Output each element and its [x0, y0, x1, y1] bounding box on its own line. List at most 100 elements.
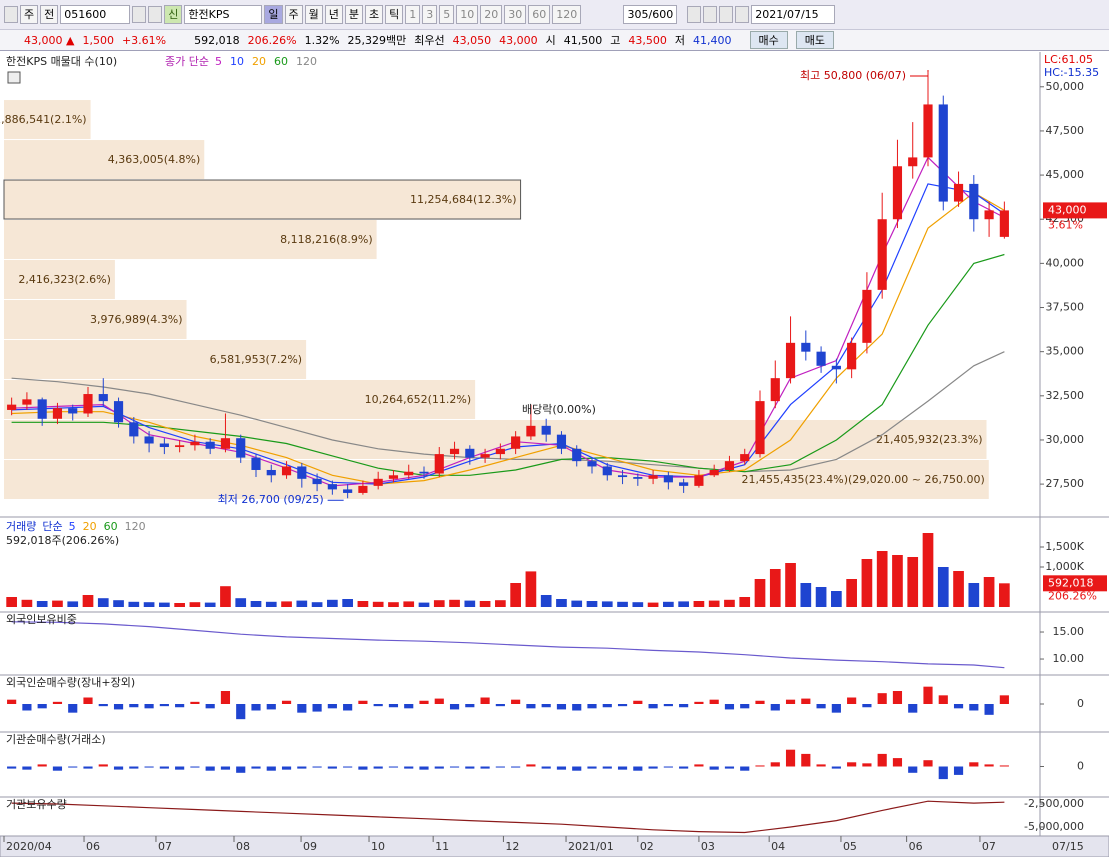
code-field[interactable]: 051600: [60, 5, 131, 24]
minute-button[interactable]: 5: [439, 5, 455, 24]
minute-button[interactable]: 10: [456, 5, 479, 24]
turnover: 1.32%: [304, 33, 340, 47]
settings-icon[interactable]: [735, 6, 750, 23]
panel-title: 외국인보유비중: [6, 613, 77, 626]
y-tick-label: 47,500: [1046, 124, 1085, 137]
net-bar: [862, 763, 872, 767]
interval-button[interactable]: 월: [304, 5, 323, 24]
net-bar: [266, 704, 276, 710]
candle-body: [404, 471, 414, 476]
legend-title: 단순: [42, 520, 62, 533]
x-tick-label: 02: [640, 840, 654, 853]
volume-bar: [632, 602, 644, 607]
candle-body: [541, 425, 551, 435]
candle-body: [587, 461, 597, 467]
period-button[interactable]: 주: [20, 5, 39, 24]
panel-title: 기관순매수량(거래소): [6, 733, 106, 746]
volume-bar: [204, 602, 216, 607]
panel-title: 기관보유수량: [6, 798, 67, 811]
x-tick-label: 2021/01: [568, 840, 614, 853]
legend-entry: 20: [252, 55, 266, 68]
net-bar: [526, 704, 536, 709]
candle-body: [22, 399, 32, 405]
volume-bar: [586, 601, 598, 607]
minute-button[interactable]: 30: [504, 5, 527, 24]
volume-profile-bar: [4, 100, 91, 140]
volume-bar: [922, 533, 934, 607]
net-bar: [480, 766, 490, 769]
interval-button[interactable]: 년: [324, 5, 343, 24]
net-bar: [495, 766, 505, 768]
volume-bar: [281, 601, 292, 607]
volume-rate: 206.26%: [247, 33, 297, 47]
net-bar: [434, 766, 444, 769]
net-bar: [83, 697, 93, 704]
x-tick-label: 10: [371, 840, 385, 853]
interval-button[interactable]: 분: [344, 5, 363, 24]
minute-button[interactable]: 60: [528, 5, 551, 24]
search-icon[interactable]: [132, 6, 147, 23]
interval-button[interactable]: 초: [365, 5, 384, 24]
y-tick-label: 1,000K: [1045, 560, 1084, 573]
minute-button[interactable]: 20: [480, 5, 503, 24]
save-icon[interactable]: [719, 6, 734, 23]
mode-button[interactable]: 전: [40, 5, 59, 24]
price-marker: [1043, 202, 1107, 219]
buy-button[interactable]: 매수: [749, 31, 788, 49]
volume-profile-bar: [4, 260, 115, 300]
net-bar: [434, 698, 444, 704]
tool-icon[interactable]: [687, 6, 702, 23]
candle-body: [373, 478, 383, 486]
net-bar: [556, 704, 567, 710]
minute-button[interactable]: 3: [422, 5, 438, 24]
volume-profile-bar: [4, 420, 987, 460]
net-bar: [358, 700, 368, 704]
interval-button[interactable]: 일: [264, 5, 283, 24]
net-bar: [831, 704, 841, 713]
volume-bar: [724, 599, 735, 607]
net-bar: [724, 704, 735, 710]
volume-bar: [739, 597, 751, 607]
volume-bar: [892, 555, 903, 607]
x-axis-strip: [0, 835, 1109, 857]
minute-button[interactable]: 1: [405, 5, 421, 24]
net-bar: [358, 766, 368, 770]
volume-profile-label: 1,886,541(2.1%): [0, 113, 87, 126]
net-bar: [969, 704, 979, 711]
net-bar: [953, 766, 964, 775]
volume-marker-label: 592,018: [1048, 576, 1094, 589]
net-bar: [7, 766, 17, 769]
volume-bar: [525, 571, 537, 607]
interval-button[interactable]: 틱: [385, 5, 404, 24]
volume-profile-label: 6,581,953(7.2%): [210, 353, 303, 366]
net-bar: [327, 704, 337, 709]
count-field[interactable]: 305/600: [623, 5, 678, 24]
volume-profile-bar: [4, 460, 989, 499]
candle-body: [679, 482, 689, 486]
x-tick-label: 07: [158, 840, 172, 853]
volume-bar: [433, 600, 445, 607]
net-bar: [511, 766, 521, 768]
candle-body: [740, 454, 750, 462]
tool-icon[interactable]: [703, 6, 718, 23]
net-bar: [602, 704, 612, 708]
interval-button[interactable]: 주: [284, 5, 303, 24]
candle-body: [68, 408, 78, 414]
net-bar: [236, 766, 246, 773]
candle-body: [877, 219, 887, 290]
volume-bar: [82, 595, 94, 607]
indicator-line: [11, 800, 1005, 834]
net-bar: [251, 766, 261, 769]
name-field[interactable]: 한전KPS: [184, 5, 263, 24]
minute-button[interactable]: 120: [552, 5, 582, 24]
sound-icon[interactable]: [148, 6, 163, 23]
candle-body: [923, 104, 933, 158]
date-field[interactable]: 2021/07/15: [751, 5, 836, 24]
sell-button[interactable]: 매도: [795, 31, 835, 49]
net-bar: [999, 695, 1009, 704]
net-bar: [159, 704, 169, 707]
open-price: 41,500: [563, 33, 603, 47]
volume-bar: [663, 601, 674, 607]
menu-icon[interactable]: [4, 6, 18, 23]
